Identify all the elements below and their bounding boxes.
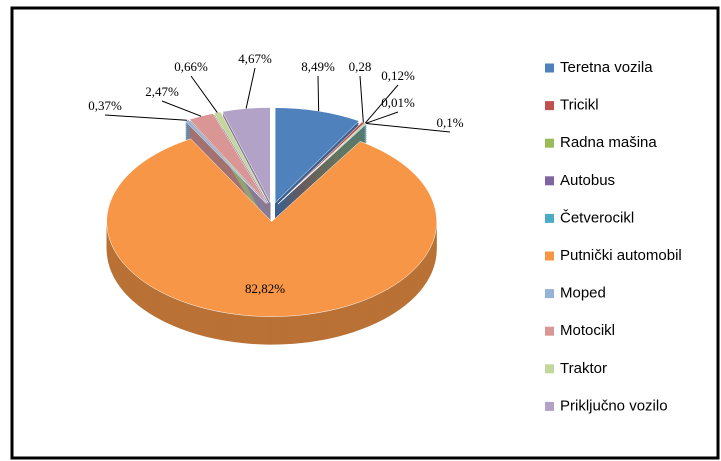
data-label: 0,1% [436, 115, 463, 130]
slice-side [278, 125, 366, 206]
legend-label: Radna mašina [560, 134, 657, 151]
slice-side [278, 132, 366, 214]
legend-swatch [545, 213, 554, 223]
slice-side [278, 131, 367, 212]
slice-side [278, 133, 367, 214]
slice-side [278, 129, 367, 210]
leader-line [245, 67, 256, 109]
legend-swatch [545, 326, 554, 336]
slice [222, 107, 271, 203]
slice-side [278, 129, 366, 210]
slice-side [278, 125, 365, 208]
leader-line [317, 75, 320, 112]
slice-side [278, 127, 367, 208]
slice-side [278, 131, 366, 212]
legend-label: Moped [560, 285, 606, 302]
slice-side [278, 125, 367, 206]
slice-side [278, 124, 366, 206]
slice-side [278, 127, 366, 208]
legend-swatch [545, 176, 554, 186]
leader-line [104, 114, 187, 121]
legend-swatch [545, 101, 554, 111]
data-label: 0,01% [381, 95, 415, 110]
leader-line [190, 75, 218, 113]
data-label: 0,28 [349, 59, 372, 74]
data-label: 82,82% [245, 281, 285, 296]
slice-side [278, 128, 366, 210]
legend-swatch [545, 289, 554, 299]
data-labels: 8,49% 0,28 0,12% 0,01% 0,1% 82,82% 0,37% 2,47% 0… [88, 51, 464, 296]
slice-side [278, 130, 366, 212]
legend-swatch [545, 63, 554, 73]
leader-line [365, 111, 399, 124]
slice [106, 138, 437, 317]
legend-label: Teretna vozila [560, 59, 653, 76]
data-label: 4,67% [238, 51, 272, 66]
slice-side [278, 129, 365, 212]
slice [184, 119, 267, 204]
pie-tops [106, 107, 437, 317]
slice-side [278, 133, 365, 216]
legend-label: Putnički automobil [560, 247, 682, 264]
leader-line [364, 84, 399, 124]
slice-side [278, 131, 365, 214]
data-label: 0,66% [174, 59, 208, 74]
legend: Teretna vozila Tricikl Radna mašina Autobus… [545, 59, 682, 414]
legend-swatch [545, 251, 554, 261]
legend-label: Priključno vozilo [560, 397, 668, 414]
legend-label: Autobus [560, 172, 615, 189]
slice-side [278, 133, 366, 214]
data-label: 0,12% [381, 68, 415, 83]
leader-line [366, 123, 451, 133]
slice-side [278, 127, 365, 210]
legend-label: Tricikl [560, 97, 599, 114]
leader-line [359, 75, 364, 123]
leader-line [161, 100, 202, 117]
data-label: 2,47% [145, 84, 179, 99]
slice-side [278, 126, 366, 208]
legend-swatch [545, 364, 554, 374]
legend-label: Traktor [560, 360, 607, 377]
slice [189, 113, 268, 204]
legend-swatch [545, 401, 554, 411]
data-label: 0,37% [88, 98, 122, 113]
legend-swatch [545, 138, 554, 148]
slice [274, 107, 360, 204]
legend-label: Motocikl [560, 322, 615, 339]
legend-label: Četverocikl [560, 209, 634, 226]
data-label: 8,49% [301, 59, 335, 74]
